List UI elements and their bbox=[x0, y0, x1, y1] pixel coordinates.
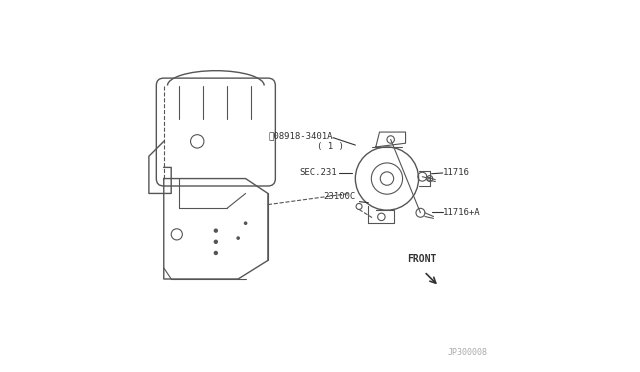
Circle shape bbox=[237, 237, 239, 239]
Text: 11716+A: 11716+A bbox=[443, 208, 481, 217]
Text: ( 1 ): ( 1 ) bbox=[317, 142, 344, 151]
Circle shape bbox=[244, 222, 246, 224]
Text: SEC.231: SEC.231 bbox=[299, 169, 337, 177]
Circle shape bbox=[214, 229, 218, 232]
Text: JP300008: JP300008 bbox=[447, 348, 488, 357]
Circle shape bbox=[214, 240, 218, 243]
Circle shape bbox=[214, 251, 218, 254]
Text: 23100C: 23100C bbox=[323, 192, 355, 201]
Text: 11716: 11716 bbox=[443, 169, 470, 177]
Text: ⓝ08918-3401A: ⓝ08918-3401A bbox=[269, 131, 333, 140]
Text: FRONT: FRONT bbox=[408, 254, 437, 264]
